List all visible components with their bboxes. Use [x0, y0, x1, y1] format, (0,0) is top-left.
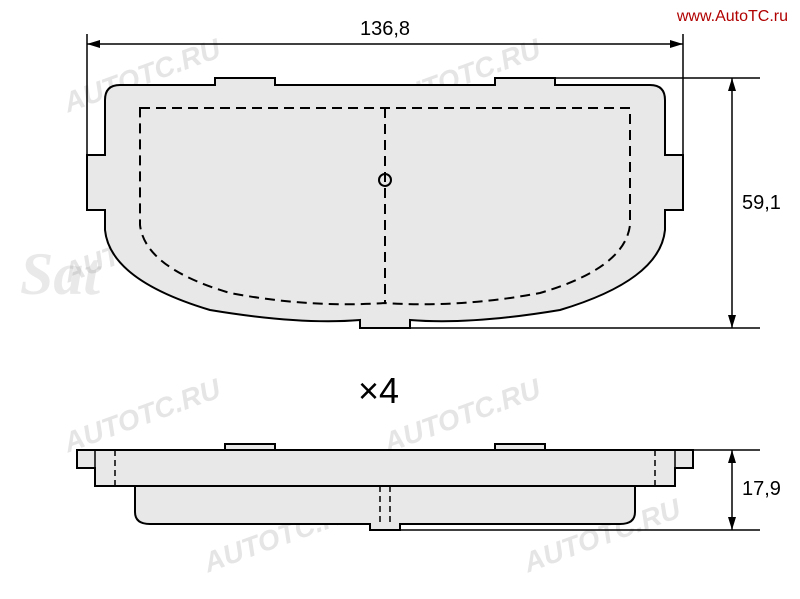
side-clip-l — [225, 444, 275, 450]
side-clip-r — [495, 444, 545, 450]
dim-thickness-value: 17,9 — [742, 478, 781, 501]
dim-height-arrow-t — [728, 78, 736, 91]
dim-width-arrow-r — [670, 40, 683, 48]
dim-thick-arrow-b — [728, 517, 736, 530]
side-friction-block — [135, 486, 635, 530]
dim-thick-arrow-t — [728, 450, 736, 463]
technical-drawing — [0, 0, 800, 599]
dim-width-value: 136,8 — [360, 18, 410, 41]
dim-height-arrow-b — [728, 315, 736, 328]
side-backing-plate — [77, 450, 693, 486]
dim-width-arrow-l — [87, 40, 100, 48]
dim-height-value: 59,1 — [742, 192, 781, 215]
quantity-label: ×4 — [358, 370, 399, 412]
